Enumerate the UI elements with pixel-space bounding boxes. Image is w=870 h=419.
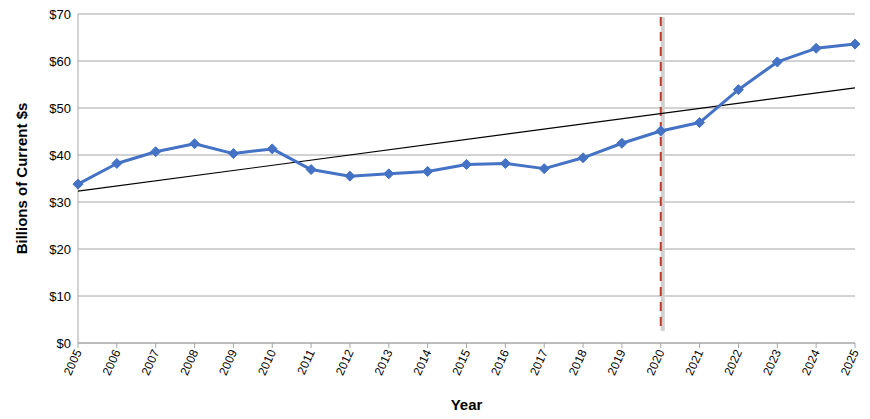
marker <box>617 138 627 148</box>
x-tick-label: 2010 <box>255 347 279 377</box>
marker <box>73 179 83 189</box>
plot-marks <box>73 17 860 331</box>
chart: $0 $10 $20 $30 $40 $50 $60 $70 2005 2006 2007 2008 2… <box>0 0 870 419</box>
y-tick-label: $50 <box>49 101 71 116</box>
x-tick-label: 2009 <box>216 347 240 377</box>
x-axis-title: Year <box>451 396 483 413</box>
x-tick-label: 2007 <box>138 347 162 377</box>
y-tick-label: $20 <box>49 242 71 257</box>
grid-line <box>78 61 855 62</box>
marker <box>578 153 588 163</box>
y-tick-label: $0 <box>57 336 71 351</box>
marker <box>656 126 666 136</box>
x-tick <box>155 343 156 348</box>
y-axis-title: Billions of Current $s <box>13 103 30 255</box>
x-tick-label: 2025 <box>838 347 862 377</box>
x-tick <box>777 343 778 348</box>
grid-line <box>78 296 855 297</box>
reference-line <box>660 17 662 331</box>
reference-line-shadow <box>661 17 665 331</box>
x-tick-label: 2023 <box>760 347 784 377</box>
x-tick-label: 2015 <box>449 347 473 377</box>
marker <box>733 85 743 95</box>
x-tick <box>621 343 622 348</box>
marker <box>384 169 394 179</box>
x-tick <box>855 343 856 348</box>
marker <box>190 139 200 149</box>
x-tick-label: 2008 <box>177 347 201 377</box>
y-tick-label: $60 <box>49 54 71 69</box>
x-tick <box>816 343 817 348</box>
x-tick-label: 2011 <box>294 347 318 377</box>
x-tick-label: 2012 <box>333 347 357 377</box>
marker <box>112 158 122 168</box>
y-tick-label: $10 <box>49 289 71 304</box>
x-tick-label: 2016 <box>488 347 512 377</box>
marker <box>850 39 860 49</box>
marker <box>151 147 161 157</box>
x-tick <box>660 343 661 348</box>
marker <box>345 171 355 181</box>
series-line <box>78 44 855 184</box>
y-tick-label: $30 <box>49 195 71 210</box>
x-tick <box>233 343 234 348</box>
x-tick <box>427 343 428 348</box>
marker <box>539 164 549 174</box>
x-tick-label: 2013 <box>372 347 396 377</box>
x-tick <box>194 343 195 348</box>
grid-line <box>78 14 855 15</box>
grid-line <box>78 155 855 156</box>
x-tick <box>738 343 739 348</box>
grid-line <box>78 108 855 109</box>
marker <box>695 118 705 128</box>
x-tick <box>583 343 584 348</box>
marker <box>811 43 821 53</box>
x-tick <box>349 343 350 348</box>
x-tick-label: 2005 <box>61 347 85 377</box>
x-tick-label: 2019 <box>605 347 629 377</box>
x-tick <box>78 343 79 348</box>
x-tick-label: 2006 <box>100 347 124 377</box>
y-tick-label: $70 <box>49 7 71 22</box>
x-tick <box>466 343 467 348</box>
marker <box>267 144 277 154</box>
x-tick-label: 2024 <box>799 347 823 377</box>
x-tick <box>699 343 700 348</box>
x-tick-label: 2018 <box>566 347 590 377</box>
x-tick <box>505 343 506 348</box>
trend-line <box>78 88 855 191</box>
marker <box>500 158 510 168</box>
marker <box>423 166 433 176</box>
marker <box>462 159 472 169</box>
grid-line <box>78 202 855 203</box>
y-tick-label: $40 <box>49 148 71 163</box>
x-tick <box>116 343 117 348</box>
x-tick <box>544 343 545 348</box>
x-tick <box>388 343 389 348</box>
x-tick-label: 2022 <box>721 347 745 377</box>
marker <box>228 149 238 159</box>
x-tick-label: 2020 <box>643 347 667 377</box>
x-tick-label: 2021 <box>682 347 706 377</box>
grid-line <box>78 249 855 250</box>
x-tick <box>272 343 273 348</box>
marker <box>306 165 316 175</box>
x-tick-label: 2017 <box>527 347 551 377</box>
x-tick <box>311 343 312 348</box>
x-tick-label: 2014 <box>410 347 434 377</box>
marker <box>772 57 782 67</box>
